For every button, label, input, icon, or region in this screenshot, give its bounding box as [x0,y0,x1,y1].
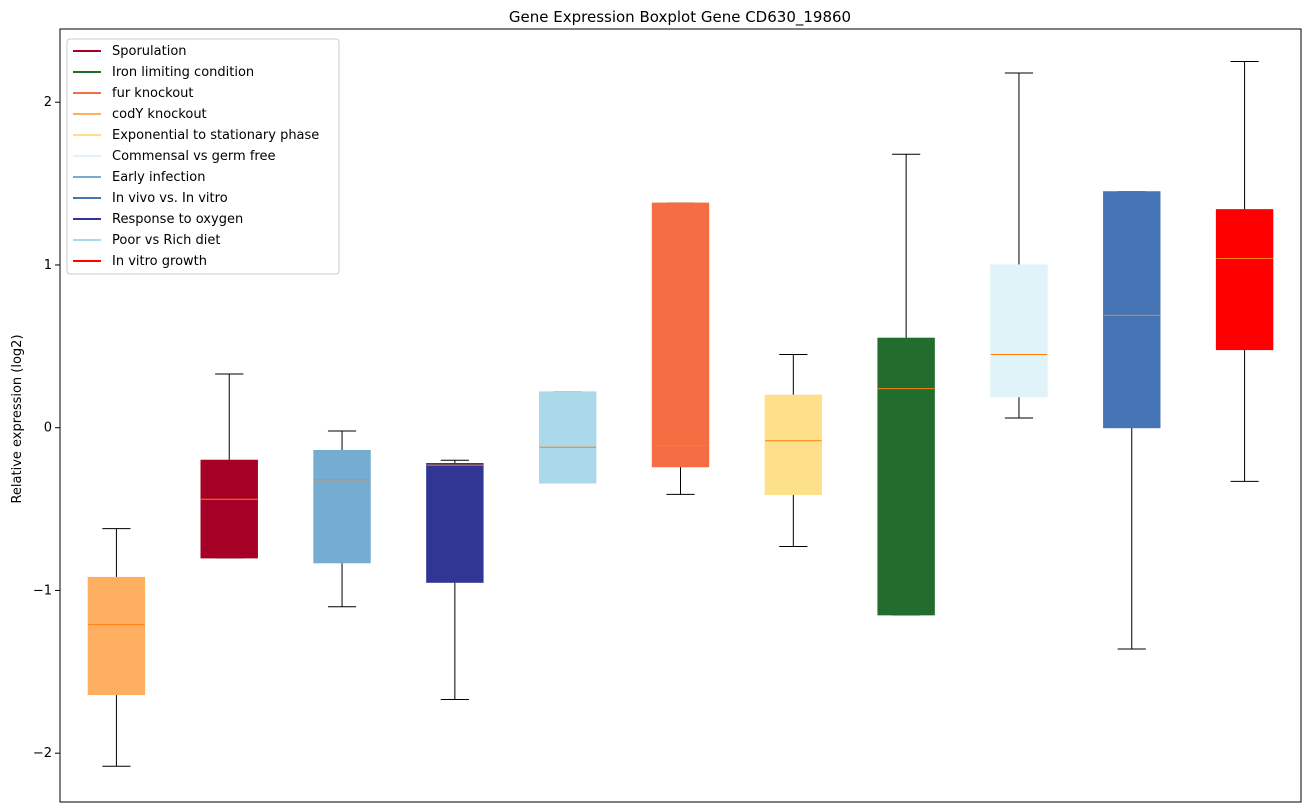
box-group [200,373,258,559]
y-tick-label: 0 [44,421,52,436]
box-group [426,459,484,700]
box-group [1215,61,1274,482]
box-iqr [764,394,823,495]
box-iqr [200,459,258,559]
legend-label: Exponential to stationary phase [112,128,319,143]
box-group [764,353,823,548]
box-iqr [651,202,710,468]
box-group [651,202,710,495]
legend-frame [66,38,340,275]
y-tick-label: 2 [44,95,52,110]
y-tick-label: 1 [44,258,52,273]
legend-label: codY knockout [112,107,207,122]
box-group [877,153,935,616]
legend-label: fur knockout [112,86,194,101]
y-tick-label: −2 [33,746,52,761]
box-iqr [1215,209,1274,351]
y-tick-label: −1 [33,583,52,598]
legend-label: Sporulation [112,44,187,59]
box-group [990,72,1048,419]
plot-frame [59,28,1302,803]
legend-label: Iron limiting condition [112,65,254,80]
legend-label: Commensal vs germ free [112,149,275,164]
box-iqr [426,463,484,583]
box-iqr [87,576,146,696]
legend: Sporulation Iron limiting condition fur kn… [66,38,340,275]
chart-title: Gene Expression Boxplot Gene CD630_19860 [509,8,851,27]
y-axis: −2 −1 0 1 2 [33,95,60,761]
box-group [313,430,371,608]
box-iqr [990,264,1048,398]
legend-label: In vitro growth [112,254,207,269]
box-group [87,528,146,767]
box-group [538,391,597,484]
box-iqr [877,337,935,616]
box-iqr [538,391,597,484]
y-axis-label: Relative expression (log2) [10,334,25,503]
legend-label: Poor vs Rich diet [112,233,220,248]
legend-label: Response to oxygen [112,212,243,227]
legend-label: Early infection [112,170,205,185]
box-iqr [1103,191,1161,429]
box-iqr [313,449,371,564]
legend-label: In vivo vs. In vitro [112,191,228,206]
box-group [1103,191,1161,650]
boxes [87,61,1274,767]
